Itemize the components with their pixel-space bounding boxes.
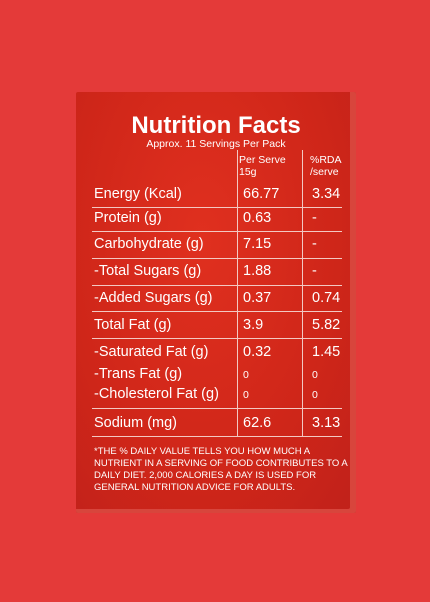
rda-value: 5.82 bbox=[312, 317, 341, 334]
divider bbox=[92, 408, 342, 409]
rda-value: - bbox=[312, 236, 317, 253]
footnote: *THE % DAILY VALUE TELLS YOU HOW MUCH A bbox=[94, 446, 311, 457]
rda-value: 0 bbox=[312, 388, 318, 401]
divider bbox=[92, 338, 342, 339]
column-header: Per Serve bbox=[239, 154, 286, 166]
divider bbox=[92, 436, 342, 437]
per-serve-value: 7.15 bbox=[243, 236, 272, 253]
rda-value: 1.45 bbox=[312, 344, 341, 361]
column-header: %RDA bbox=[310, 154, 342, 166]
per-serve-value: 66.77 bbox=[243, 186, 280, 203]
nutrition-card: Nutrition Facts Approx. 11 Servings Per … bbox=[76, 92, 356, 513]
rda-value: 3.13 bbox=[312, 415, 341, 432]
divider bbox=[92, 311, 342, 312]
per-serve-value: 62.6 bbox=[243, 415, 272, 432]
per-serve-value: 3.9 bbox=[243, 317, 264, 334]
row-label: Carbohydrate (g) bbox=[94, 236, 204, 252]
footnote: NUTRIENT IN A SERVING OF FOOD CONTRIBUTE… bbox=[94, 458, 348, 469]
row-label: -Total Sugars (g) bbox=[94, 263, 202, 279]
column-header: /serve bbox=[310, 166, 339, 178]
divider bbox=[92, 231, 342, 232]
rda-value: 0.74 bbox=[312, 290, 341, 307]
title: Nutrition Facts bbox=[131, 112, 301, 139]
subtitle: Approx. 11 Servings Per Pack bbox=[146, 138, 286, 150]
row-label: Sodium (mg) bbox=[94, 415, 177, 431]
column-divider bbox=[237, 150, 238, 436]
rda-value: 0 bbox=[312, 368, 318, 381]
row-label: -Cholesterol Fat (g) bbox=[94, 386, 219, 402]
per-serve-value: 0.32 bbox=[243, 344, 272, 361]
per-serve-value: 1.88 bbox=[243, 263, 272, 280]
divider bbox=[92, 285, 342, 286]
row-label: Energy (Kcal) bbox=[94, 186, 182, 202]
footnote: GENERAL NUTRITION ADVICE FOR ADULTS. bbox=[94, 482, 296, 493]
row-label: -Added Sugars (g) bbox=[94, 290, 213, 306]
per-serve-value: 0.63 bbox=[243, 210, 272, 227]
rda-value: 3.34 bbox=[312, 186, 341, 203]
rda-value: - bbox=[312, 210, 317, 227]
divider bbox=[92, 207, 342, 208]
row-label: Total Fat (g) bbox=[94, 317, 172, 333]
per-serve-value: 0 bbox=[243, 368, 249, 381]
per-serve-value: 0 bbox=[243, 388, 249, 401]
row-label: Protein (g) bbox=[94, 210, 162, 226]
rda-value: - bbox=[312, 263, 317, 280]
footnote: DAILY DIET. 2,000 CALORIES A DAY IS USED… bbox=[94, 470, 317, 481]
row-label: -Saturated Fat (g) bbox=[94, 344, 209, 360]
per-serve-value: 0.37 bbox=[243, 290, 272, 307]
column-divider bbox=[302, 150, 303, 436]
divider bbox=[92, 258, 342, 259]
row-label: -Trans Fat (g) bbox=[94, 366, 183, 382]
column-header: 15g bbox=[239, 166, 257, 178]
